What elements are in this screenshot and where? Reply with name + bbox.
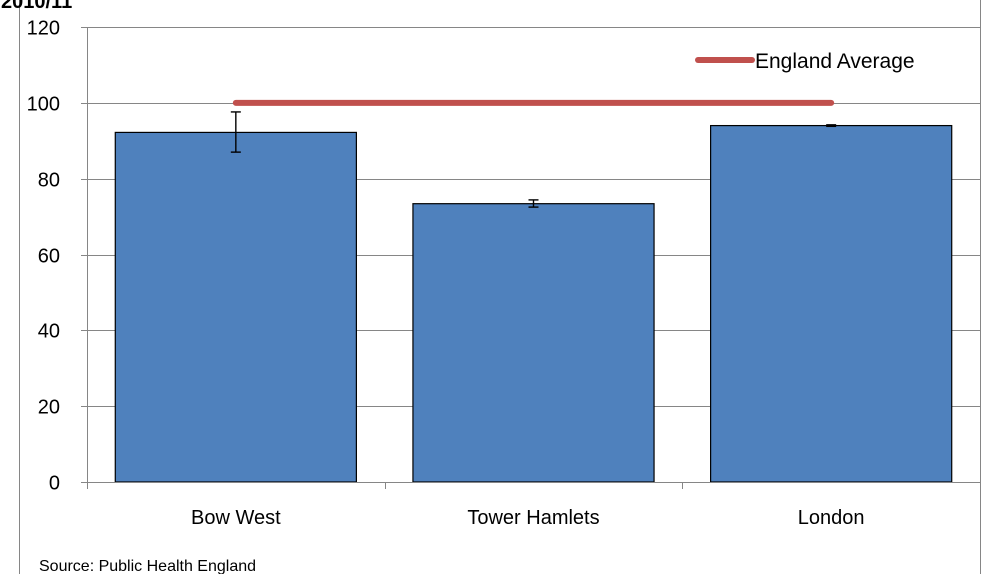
y-tick-label-20: 20 <box>38 397 60 419</box>
bar-bow-west <box>114 131 357 483</box>
x-tick-labels: Bow West Tower Hamlets London <box>191 507 865 529</box>
y-tick-label-60: 60 <box>38 246 60 268</box>
legend-label-england-average: England Average <box>755 50 915 73</box>
y-tick-label-0: 0 <box>49 473 60 495</box>
y-tick-label-40: 40 <box>38 321 60 343</box>
y-tick-label-120: 120 <box>27 18 60 40</box>
y-tick-label-100: 100 <box>27 94 60 116</box>
bar-london <box>710 124 953 483</box>
x-tick-label-bow-west: Bow West <box>191 507 281 529</box>
error-bars <box>230 111 837 208</box>
x-tick-label-tower-hamlets: Tower Hamlets <box>467 507 599 529</box>
chart-title: 2010/11 <box>1 0 72 13</box>
axes <box>81 27 981 489</box>
bar-tower-hamlets <box>412 203 655 483</box>
chart-border <box>19 0 981 574</box>
y-tick-label-80: 80 <box>38 170 60 192</box>
source-note: Source: Public Health England <box>39 558 256 574</box>
bars <box>114 124 953 483</box>
y-tick-labels: 0 20 40 60 80 100 120 <box>27 18 60 495</box>
x-tick-label-london: London <box>798 507 865 529</box>
legend: England Average <box>695 50 915 73</box>
